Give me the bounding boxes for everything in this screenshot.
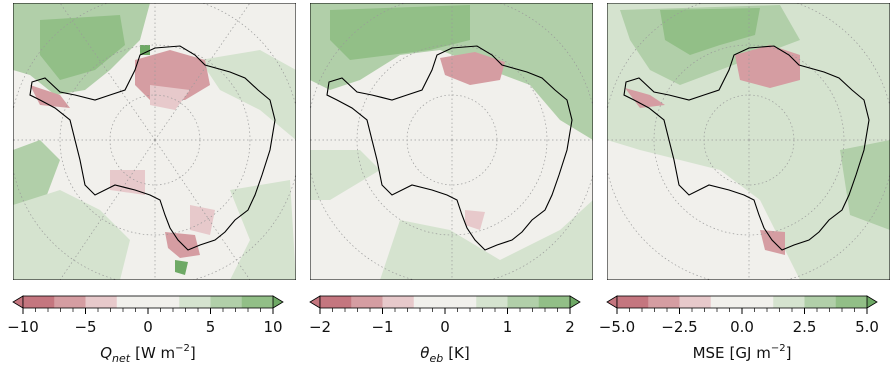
colorbar-tick-label: 0 <box>440 318 450 336</box>
colorbar-extend-max <box>272 295 284 309</box>
positive-field-region <box>660 8 760 55</box>
negative-field-region <box>30 85 70 108</box>
colorbar-mse: −5.0 −2.5 0.0 2.5 5.0 MSE [GJ m−2] <box>599 295 879 362</box>
colorbar-segment <box>445 296 477 308</box>
antarctica-coastline <box>326 45 573 251</box>
positive-field-region <box>230 180 296 280</box>
positive-field-region <box>140 45 150 55</box>
colorbar-segment <box>351 296 383 308</box>
colorbar-tick-label: 5 <box>206 318 216 336</box>
positive-field-region <box>40 15 125 80</box>
map-panel-theta <box>310 3 593 280</box>
colorbar-qnet: −10 −5 0 5 10 Qnet [W m−2] <box>7 295 284 365</box>
colorbar-tick-label: −10 <box>7 318 39 336</box>
colorbar-segment <box>54 296 86 308</box>
positive-field-region <box>175 260 188 275</box>
antarctica-coastline <box>623 45 870 251</box>
negative-field-region <box>110 170 145 195</box>
colorbar-segment <box>320 296 352 308</box>
positive-field-region <box>310 150 380 200</box>
colorbar-tick-label: 0.0 <box>730 318 754 336</box>
colorbar-tick-label: 5.0 <box>855 318 879 336</box>
colorbar-extend-max <box>569 295 581 309</box>
colorbar-label: θeb [K] <box>420 344 469 365</box>
negative-field-region <box>190 205 215 235</box>
colorbar-segment <box>742 296 774 308</box>
colorbar-segment <box>85 296 118 308</box>
positive-field-region <box>380 200 593 280</box>
colorbar-segment <box>413 296 446 308</box>
positive-field-region <box>13 140 60 205</box>
colorbar-segment <box>804 296 837 308</box>
colorbar-segment <box>476 296 508 308</box>
colorbar-segment <box>507 296 540 308</box>
colorbar-tick-label: −5.0 <box>599 318 635 336</box>
colorbar-segment <box>210 296 243 308</box>
colorbar-segment <box>179 296 211 308</box>
negative-field-region <box>465 210 485 230</box>
positive-field-region <box>13 190 130 280</box>
colorbar-extend-max <box>866 295 878 309</box>
colorbar-segment <box>148 296 180 308</box>
colorbar-tick-label: 0 <box>143 318 153 336</box>
negative-field-region <box>735 45 800 88</box>
graticule <box>13 3 296 280</box>
colorbar-tick-label: −2 <box>309 318 331 336</box>
negative-field-region <box>625 88 665 108</box>
negative-field-region <box>150 85 190 110</box>
colorbar-segment <box>617 296 649 308</box>
map-panel-mse <box>607 3 890 280</box>
colorbar-tick-label: 2.5 <box>793 318 817 336</box>
graticule <box>310 3 593 280</box>
colorbar-segment <box>773 296 805 308</box>
colorbar-theta: −2 −1 0 1 2 θeb [K] <box>309 295 581 365</box>
colorbar-extend-min <box>12 295 24 309</box>
colorbar-segment <box>241 296 274 308</box>
positive-field-region <box>330 5 470 60</box>
colorbar-tick-label: −2.5 <box>661 318 697 336</box>
colorbar-segment <box>648 296 680 308</box>
colorbar-segment <box>679 296 712 308</box>
colorbar-tick-label: −5 <box>74 318 96 336</box>
colorbar-segment <box>382 296 415 308</box>
colorbar-tick-label: 1 <box>503 318 513 336</box>
positive-field-region <box>840 140 890 230</box>
negative-field-region <box>440 52 505 85</box>
colorbar-tick-label: 10 <box>263 318 282 336</box>
colorbar-segment <box>23 296 55 308</box>
colorbar-tick-label: 2 <box>565 318 575 336</box>
colorbar-segment <box>710 296 743 308</box>
colorbar-segment <box>835 296 868 308</box>
colorbar-segment <box>116 296 149 308</box>
negative-field-region <box>760 230 785 255</box>
colorbar-tick-label: −1 <box>371 318 393 336</box>
colorbar-extend-min <box>309 295 321 309</box>
graticule <box>607 3 890 280</box>
colorbar-label: MSE [GJ m−2] <box>693 343 792 362</box>
map-panel-qnet <box>13 3 296 280</box>
colorbar-extend-min <box>606 295 618 309</box>
colorbar-label: Qnet [W m−2] <box>100 343 196 365</box>
positive-field-region <box>200 50 296 140</box>
colorbar-segment <box>538 296 571 308</box>
antarctica-coastline <box>29 45 276 251</box>
